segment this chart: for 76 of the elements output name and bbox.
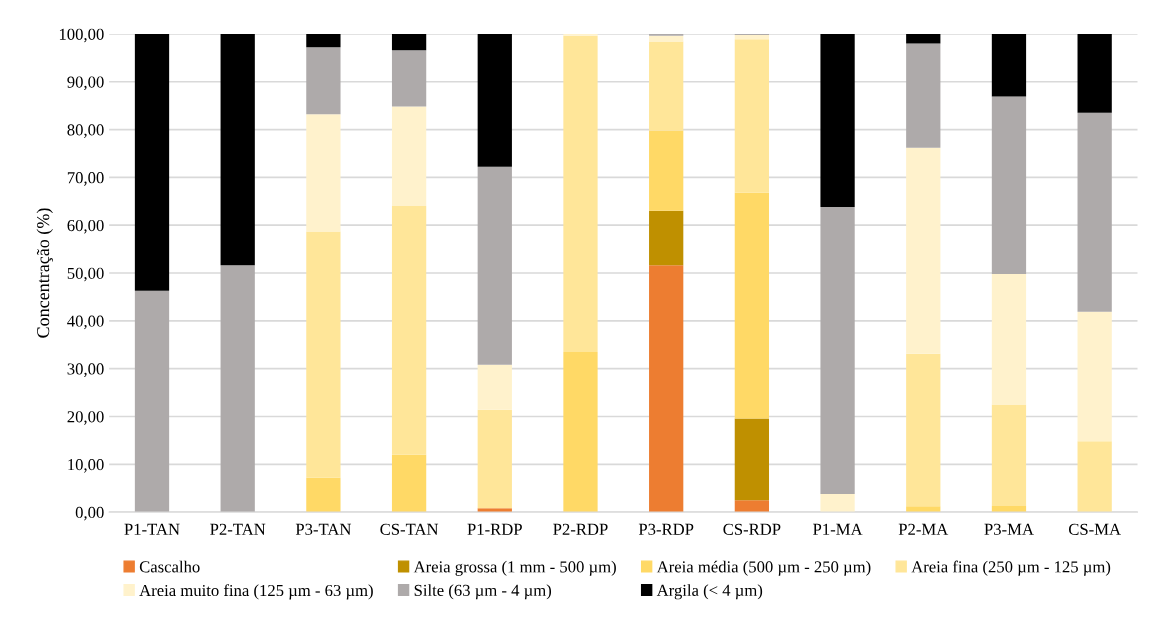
bar: [391, 206, 427, 455]
bar: [134, 33, 170, 291]
x-tick-label: P1-RDP: [467, 523, 522, 535]
bar: [1077, 112, 1112, 312]
bar: [134, 290, 170, 513]
y-tick-label: 100,00: [59, 28, 104, 43]
bar: [734, 192, 770, 419]
bar: [306, 33, 341, 48]
bar: [391, 33, 427, 51]
x-tick-label: P1-TAN: [124, 523, 180, 535]
y-tick-label: 0,00: [75, 506, 104, 521]
bar: [649, 210, 684, 266]
bar: [991, 404, 1027, 506]
y-tick-label: 80,00: [67, 124, 104, 138]
y-tick-label: 70,00: [67, 172, 104, 186]
x-tick-label: CS-MA: [1068, 523, 1121, 535]
bar: [1077, 33, 1112, 113]
y-tick-label: 40,00: [67, 315, 104, 330]
bar: [734, 39, 770, 193]
bar: [477, 33, 512, 167]
y-tick-label: 10,00: [68, 458, 104, 473]
x-tick-label: P2-MA: [898, 523, 949, 535]
bar: [220, 33, 255, 266]
legend-label: Areia grossa (1 mm - 500 µm): [413, 560, 616, 576]
bar: [906, 43, 941, 148]
bar: [391, 106, 427, 207]
y-tick-label: 20,00: [67, 411, 104, 425]
bar: [820, 207, 855, 494]
bar: [991, 96, 1027, 274]
bar: [306, 47, 341, 115]
bar: [563, 351, 598, 513]
x-tick-label: P1-MA: [813, 523, 863, 535]
legend-label: Areia média (500 µm - 250 µm): [656, 560, 871, 576]
bar: [477, 364, 512, 410]
bar: [734, 500, 770, 513]
bar: [477, 166, 512, 365]
bar: [391, 454, 427, 513]
bar: [649, 41, 684, 131]
bar: [563, 35, 598, 352]
legend-label: Areia muito fina (125 µm - 63 µm): [139, 584, 373, 600]
x-tick-label: P3-RDP: [638, 523, 694, 535]
bar: [991, 33, 1027, 97]
y-tick-label: 30,00: [67, 363, 104, 377]
bar: [991, 273, 1027, 405]
bar: [306, 114, 341, 232]
bar: [391, 50, 427, 107]
x-tick-label: CS-TAN: [380, 523, 439, 535]
bar: [477, 409, 512, 509]
bar: [649, 130, 684, 211]
legend-label: Argila (< 4 µm): [656, 584, 763, 600]
bar: [820, 33, 855, 208]
bar: [220, 265, 255, 513]
bar: [649, 265, 684, 513]
legend-label: Areia fina (250 µm - 125 µm): [911, 560, 1111, 576]
y-axis-title: Concentração (%): [36, 208, 53, 338]
bar: [1077, 311, 1112, 442]
x-tick-label: P2-RDP: [553, 523, 608, 535]
bar: [1077, 441, 1112, 513]
bar: [906, 147, 941, 354]
bar: [306, 477, 341, 513]
x-tick-label: P3-TAN: [295, 523, 352, 535]
x-tick-label: CS-RDP: [723, 523, 781, 535]
bar: [906, 353, 941, 507]
y-tick-label: 60,00: [67, 219, 104, 234]
bar: [820, 493, 855, 513]
bar: [734, 34, 770, 40]
legend-label: Silte (63 µm - 4 µm): [414, 584, 552, 600]
y-tick-label: 50,00: [67, 267, 104, 282]
y-tick-label: 90,00: [67, 76, 104, 91]
x-tick-label: P2-TAN: [210, 523, 266, 535]
bar: [649, 35, 684, 42]
bar: [306, 231, 341, 478]
bar: [734, 418, 770, 501]
x-tick-label: P3-MA: [984, 523, 1034, 535]
bar: [906, 33, 941, 44]
legend-label: Cascalho: [139, 560, 200, 573]
